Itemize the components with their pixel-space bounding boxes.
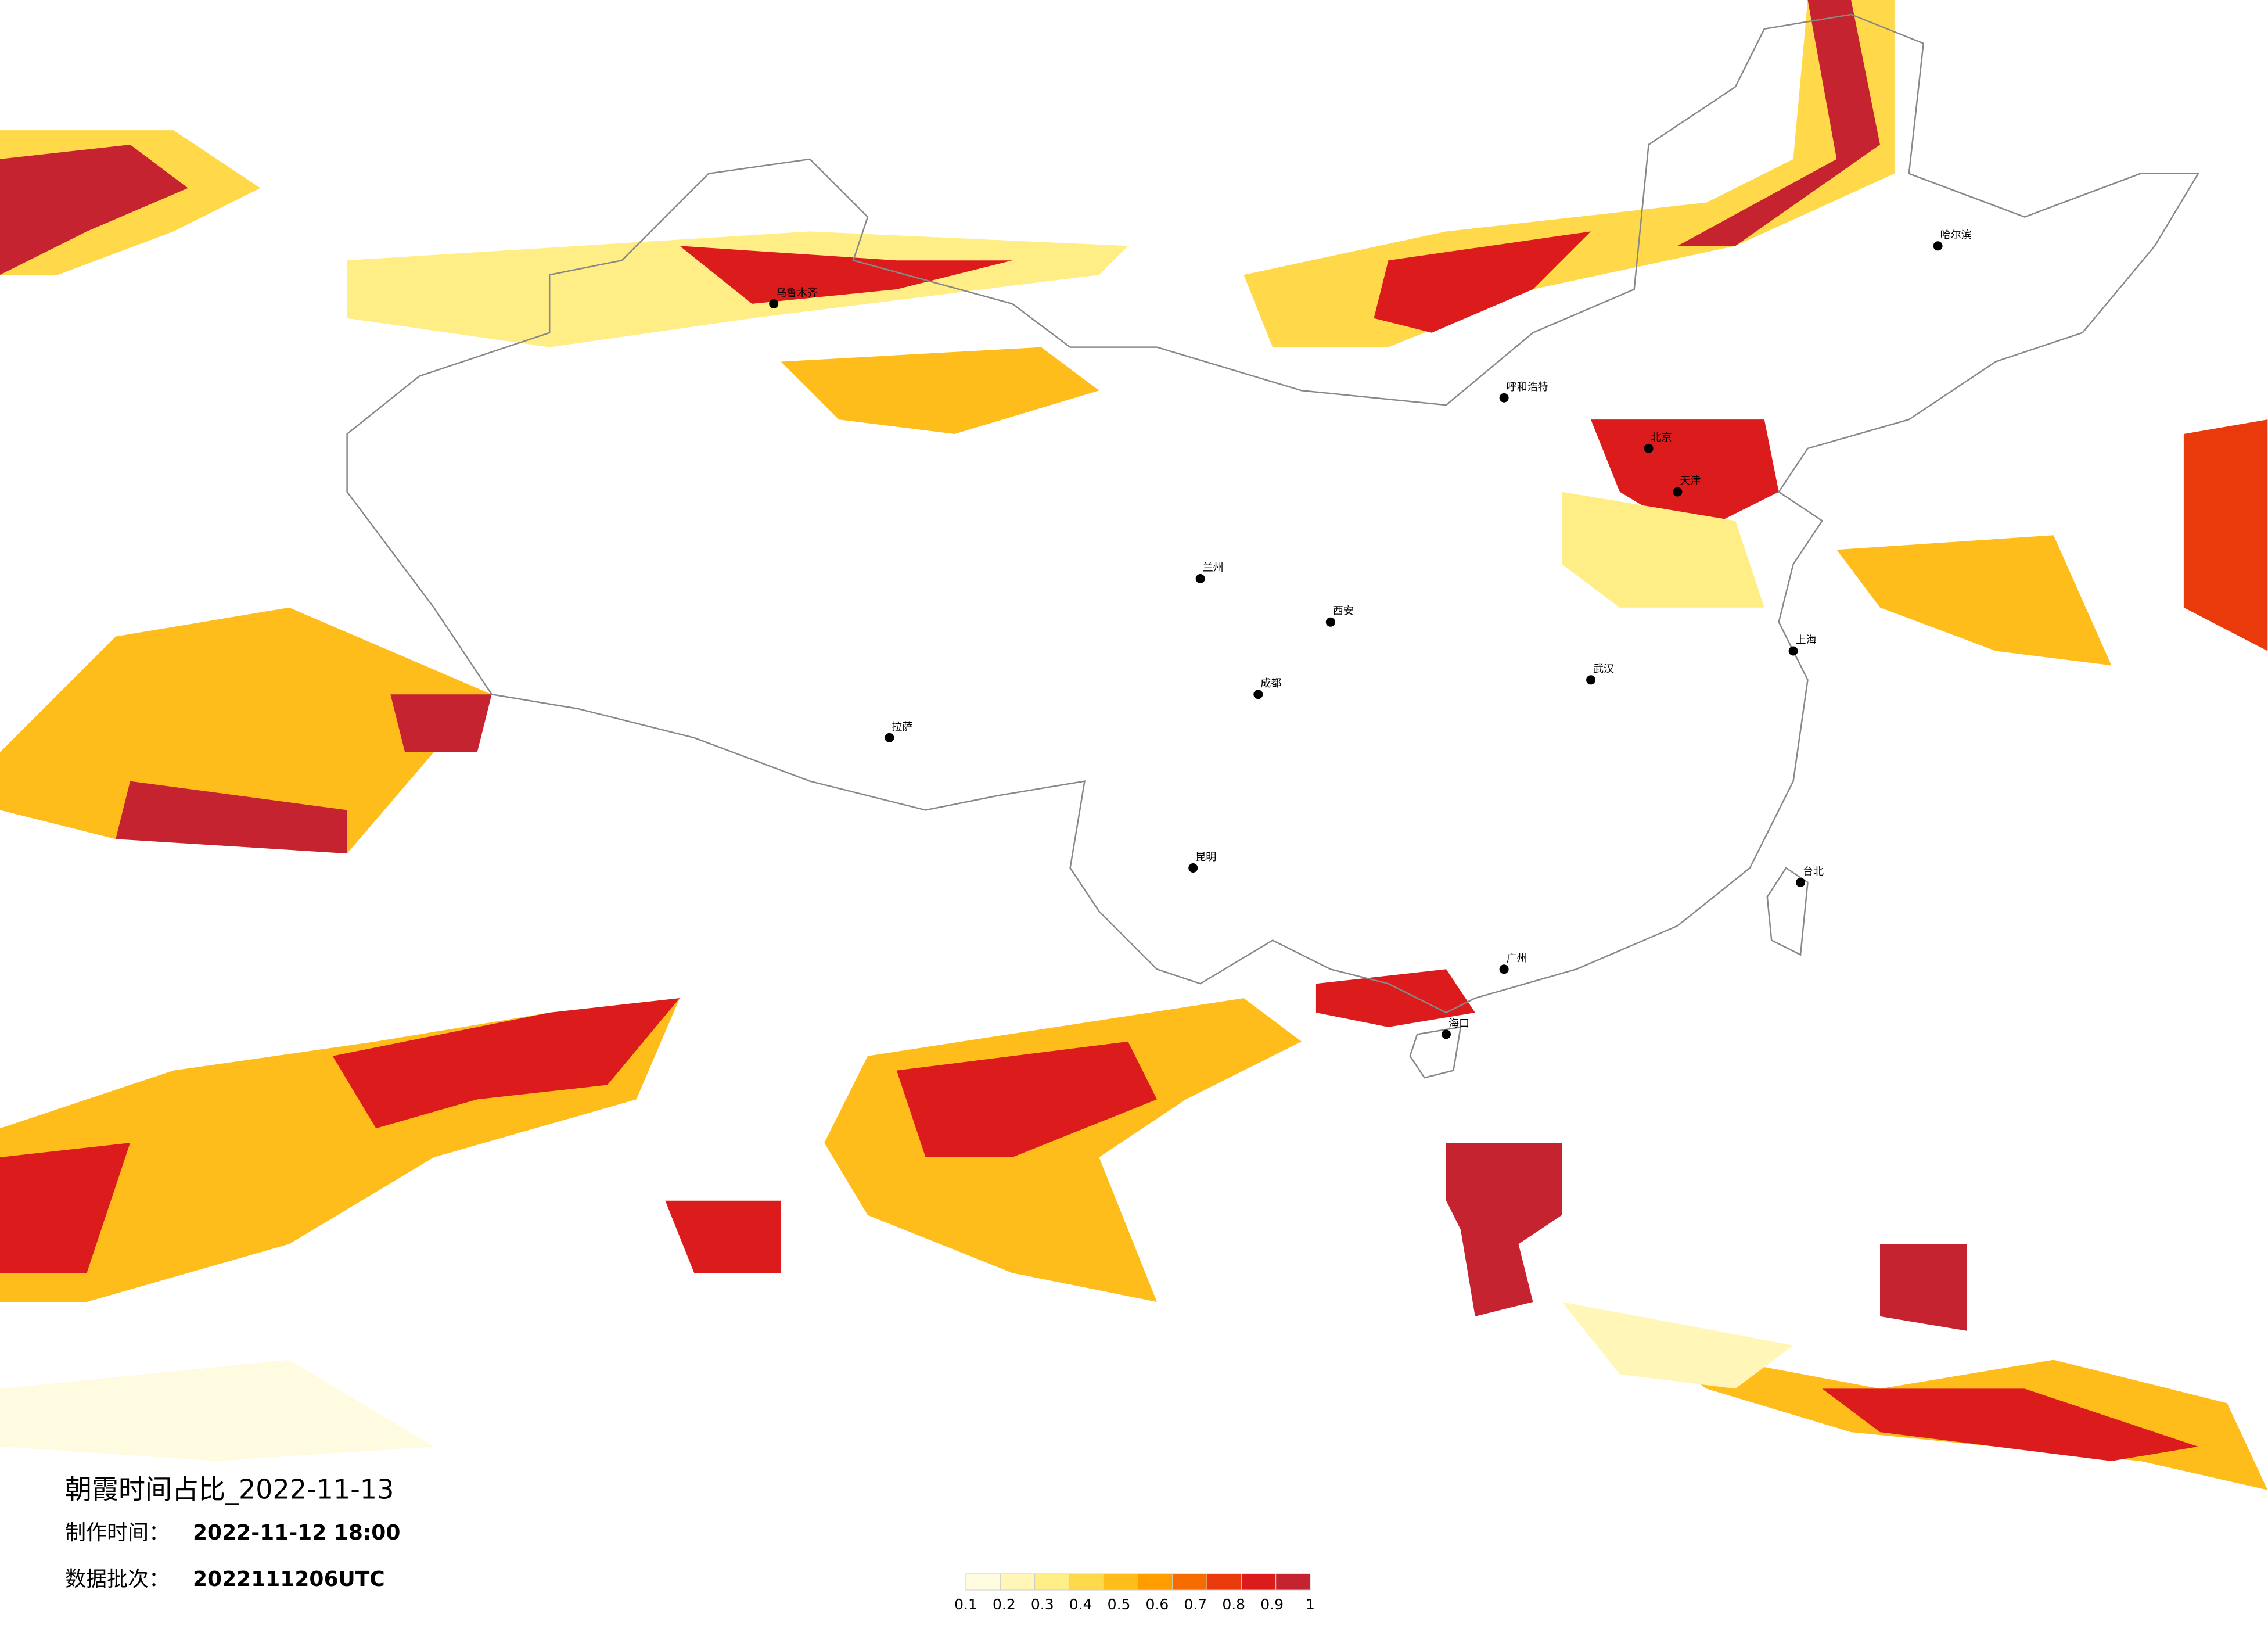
country-outline bbox=[346, 13, 2199, 1014]
colorbar-box bbox=[965, 1573, 1001, 1591]
city-label: 广州 bbox=[1507, 952, 1527, 964]
colorbar-tick-label: 1 bbox=[1306, 1596, 1315, 1613]
colorbar: 0.1 0.2 0.3 0.4 0.5 0.6 0.7 0.8 0.9 1 bbox=[954, 1573, 1315, 1613]
city-dot bbox=[1442, 1029, 1451, 1039]
colorbar-box bbox=[1138, 1573, 1173, 1591]
city-dot bbox=[1188, 863, 1198, 873]
city-label: 上海 bbox=[1796, 634, 1817, 647]
city-label: 海口 bbox=[1448, 1017, 1469, 1029]
city-label: 呼和浩特 bbox=[1507, 381, 1548, 393]
map-layer bbox=[0, 0, 2268, 1490]
city-dot bbox=[1644, 443, 1654, 453]
made-label: 制作时间： bbox=[65, 1521, 170, 1545]
colorbar-tick-label: 0.6 bbox=[1146, 1596, 1169, 1613]
city-label: 昆明 bbox=[1195, 851, 1216, 863]
city-label: 西安 bbox=[1333, 605, 1354, 618]
city-label: 成都 bbox=[1260, 677, 1281, 690]
city-label: 兰州 bbox=[1203, 562, 1224, 574]
city-dot bbox=[769, 299, 779, 308]
city-label: 天津 bbox=[1680, 475, 1701, 487]
colorbar-box bbox=[1275, 1573, 1311, 1591]
city-dot bbox=[1253, 690, 1263, 699]
city-dot bbox=[1195, 574, 1205, 583]
heat-patches bbox=[0, 0, 2268, 1490]
city-label: 哈尔滨 bbox=[1940, 229, 1972, 241]
city-dot bbox=[1933, 241, 1943, 251]
city-dot bbox=[885, 733, 894, 742]
colorbar-box bbox=[1034, 1573, 1070, 1591]
colorbar-tick-label: 0.1 bbox=[954, 1596, 977, 1613]
colorbar-tick-label: 0.7 bbox=[1184, 1596, 1207, 1613]
hainan-outline bbox=[1409, 1026, 1462, 1079]
colorbar-tick-label: 0.5 bbox=[1108, 1596, 1131, 1613]
city-dot bbox=[1673, 487, 1683, 497]
colorbar-box bbox=[1000, 1573, 1036, 1591]
made-time: 2022-11-12 18:00 bbox=[193, 1521, 400, 1545]
city-label: 武汉 bbox=[1593, 663, 1614, 675]
city-label: 北京 bbox=[1651, 432, 1672, 444]
colorbar-tick-label: 0.2 bbox=[993, 1596, 1016, 1613]
city-dot bbox=[1586, 675, 1595, 685]
colorbar-box bbox=[1069, 1573, 1104, 1591]
city-label: 台北 bbox=[1803, 866, 1824, 878]
city-dot bbox=[1788, 646, 1798, 656]
colorbar-box bbox=[1172, 1573, 1207, 1591]
colorbar-tick-label: 0.9 bbox=[1260, 1596, 1284, 1613]
city-dot bbox=[1499, 964, 1509, 974]
city-dot bbox=[1796, 877, 1806, 887]
city-label: 拉萨 bbox=[892, 721, 912, 733]
colorbar-box bbox=[1241, 1573, 1277, 1591]
city-dot bbox=[1325, 617, 1335, 627]
batch: 2022111206UTC bbox=[193, 1567, 385, 1591]
map-title: 朝霞时间占比_2022-11-13 bbox=[65, 1474, 394, 1505]
colorbar-box bbox=[1206, 1573, 1242, 1591]
colorbar-tick-label: 0.4 bbox=[1069, 1596, 1092, 1613]
city-dot bbox=[1499, 393, 1509, 403]
colorbar-box bbox=[1103, 1573, 1138, 1591]
colorbar-tick-label: 0.3 bbox=[1031, 1596, 1054, 1613]
batch-label: 数据批次： bbox=[65, 1567, 170, 1591]
city-label: 乌鲁木齐 bbox=[776, 287, 818, 299]
colorbar-tick-label: 0.8 bbox=[1222, 1596, 1245, 1613]
